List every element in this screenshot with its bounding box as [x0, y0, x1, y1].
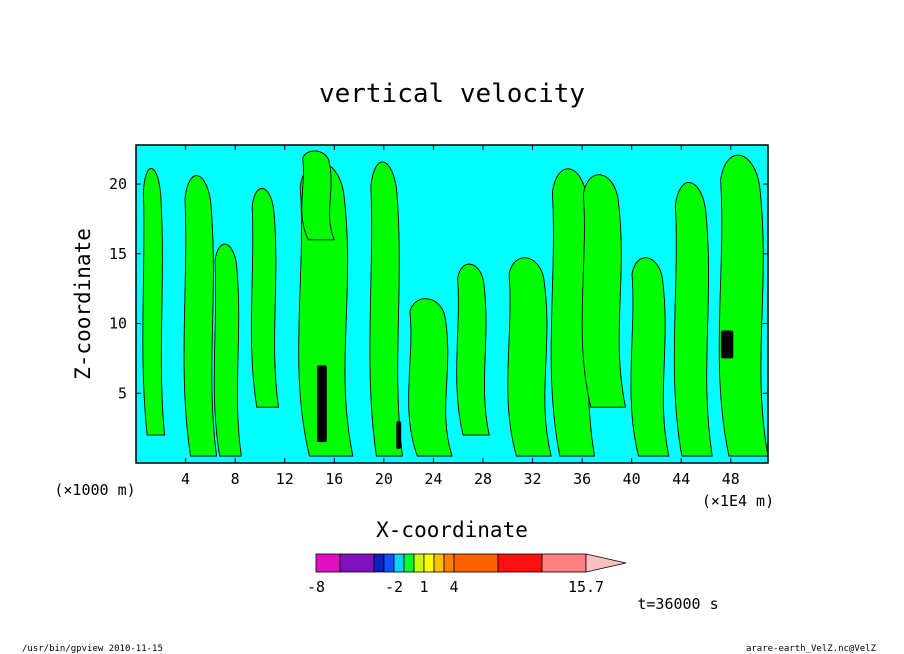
positive-region [301, 150, 335, 241]
colorbar-segment [453, 553, 499, 573]
colorbar-label: 15.7 [568, 578, 604, 596]
footer-left: /usr/bin/gpview 2010-11-15 [22, 644, 163, 654]
colorbar-segment [373, 553, 385, 573]
y-tick-label: 10 [109, 315, 127, 333]
colorbar-segment [315, 553, 341, 573]
x-tick-label: 36 [573, 470, 591, 488]
colorbar-segment [393, 553, 405, 573]
colorbar-label: -8 [307, 578, 325, 596]
positive-region [213, 243, 242, 457]
x-tick-label: 20 [375, 470, 393, 488]
strong-updraft-region [396, 421, 402, 450]
chart-title: vertical velocity [319, 79, 585, 109]
footer-right: arare-earth_VelZ.nc@VelZ [746, 644, 877, 654]
x-unit-left: (×1000 m) [54, 481, 135, 499]
field-regions [142, 150, 769, 457]
positive-region [142, 167, 165, 436]
x-tick-label: 40 [623, 470, 641, 488]
x-unit-right: (×1E4 m) [702, 492, 774, 510]
positive-region [507, 257, 552, 457]
x-tick-label: 32 [524, 470, 542, 488]
colorbar-segment [383, 553, 395, 573]
colorbar-label: 1 [419, 578, 428, 596]
x-tick-label: 44 [672, 470, 690, 488]
strong-updraft-region [316, 365, 327, 443]
positive-region [456, 263, 490, 436]
positive-region [718, 154, 769, 457]
y-tick-label: 5 [118, 384, 127, 402]
positive-region [673, 182, 713, 457]
x-tick-label: 16 [325, 470, 343, 488]
x-axis-label: X-coordinate [376, 518, 528, 542]
colorbar-segment [443, 553, 455, 573]
positive-region [369, 161, 403, 457]
y-axis-label: Z-coordinate [71, 228, 95, 380]
colorbar-label: -2 [385, 578, 403, 596]
x-tick-label: 12 [276, 470, 294, 488]
x-axis: 4 8 12 16 20 24 28 32 36 40 44 48 [181, 145, 740, 488]
positive-region [581, 174, 627, 408]
x-tick-label: 48 [722, 470, 740, 488]
colorbar: -8 -2 1 4 15.7 [307, 553, 627, 596]
colorbar-segment [541, 553, 587, 573]
positive-region [408, 298, 453, 457]
colorbar-extension [585, 553, 627, 573]
colorbar-segment [433, 553, 445, 573]
colorbar-label: 4 [449, 578, 458, 596]
colorbar-segment [339, 553, 375, 573]
colorbar-segment [403, 553, 415, 573]
positive-region [183, 175, 218, 457]
colorbar-segment [413, 553, 425, 573]
y-tick-label: 20 [109, 175, 127, 193]
x-tick-label: 4 [181, 470, 190, 488]
positive-region [250, 187, 280, 408]
plot-frame [135, 144, 769, 464]
colorbar-segment [497, 553, 543, 573]
colorbar-segment [423, 553, 435, 573]
x-tick-label: 24 [424, 470, 442, 488]
y-axis: 5 10 15 20 [109, 175, 768, 402]
strong-updraft-region [720, 330, 734, 359]
time-label: t=36000 s [637, 595, 718, 613]
x-tick-label: 28 [474, 470, 492, 488]
x-tick-label: 8 [231, 470, 240, 488]
y-tick-label: 15 [109, 245, 127, 263]
positive-region [630, 257, 670, 457]
